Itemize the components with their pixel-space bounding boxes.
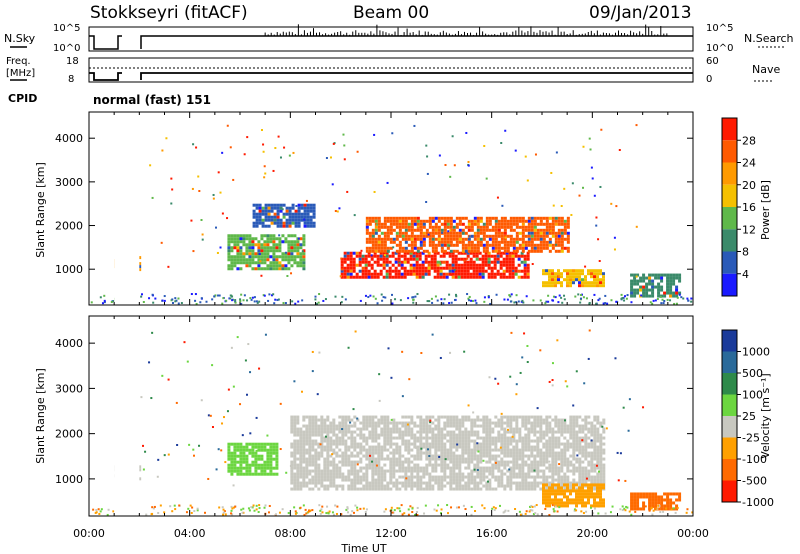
colorbar-segment — [722, 351, 737, 373]
freq-left-tick-top: 18 — [66, 56, 79, 67]
power-echoes — [90, 113, 693, 305]
colorbar-segment — [722, 118, 737, 141]
colorbar-segment — [722, 184, 737, 207]
colorbar-segment — [722, 162, 737, 185]
colorbar-tick-label: 8 — [742, 246, 749, 259]
data-gap — [114, 113, 140, 304]
y-tick-label: 1000 — [55, 263, 83, 276]
colorbar-segment — [722, 480, 737, 502]
power-ylabel: Slant Range [km] — [34, 162, 47, 258]
station-title: Stokkseyri (fitACF) — [90, 3, 248, 23]
scatter-speckle — [90, 124, 693, 305]
y-tick-label: 4000 — [55, 337, 83, 350]
beam-title: Beam 00 — [353, 3, 429, 23]
colorbar-segment — [722, 251, 737, 274]
velocity-colorbar: 1000 500 100 25 -25 -100 -500 -1000 — [721, 329, 774, 509]
cpid-mode: normal (fast) 151 — [93, 93, 211, 107]
scatter-speckle — [92, 329, 694, 516]
noise-left-tick-top: 10^5 — [53, 23, 80, 34]
colorbar-segment — [722, 394, 737, 416]
x-tick-label: 16:00 — [476, 527, 508, 540]
velocity-echoes — [92, 317, 694, 516]
cpid-label: CPID — [8, 92, 37, 105]
power-panel: 1000 2000 3000 4000 Slant Range [km] — [34, 111, 694, 306]
freq-label-2: [MHz] — [6, 68, 35, 79]
colorbar-segment — [722, 207, 737, 230]
n-sky-label: N.Sky — [4, 32, 36, 45]
noise-right-tick-bottom: 10^0 — [706, 43, 733, 54]
freq-label-1: Freq. — [6, 56, 31, 67]
time-axis-label: Time UT — [340, 542, 386, 554]
echo-region — [227, 442, 279, 476]
echo-region — [630, 273, 682, 298]
echo-region — [252, 203, 316, 228]
nave-right-tick-bottom: 0 — [706, 74, 712, 85]
freq-panel: Freq. [MHz] 18 8 60 0 Nave — [6, 56, 780, 85]
x-tick-label: 08:00 — [274, 527, 306, 540]
nave-label: Nave — [752, 63, 780, 76]
echo-region — [365, 216, 570, 253]
velocity-ylabel: Slant Range [km] — [34, 368, 47, 464]
noise-left-tick-bottom: 10^0 — [53, 43, 80, 54]
x-tick-label: 00:00 — [73, 527, 105, 540]
echo-region — [290, 415, 606, 491]
colorbar-segment — [722, 373, 737, 395]
colorbar-tick-label: 12 — [742, 223, 756, 236]
colorbar-tick-label: 25 — [742, 410, 756, 423]
colorbar-segment — [722, 273, 737, 296]
noise-right-tick-top: 10^5 — [706, 23, 733, 34]
velocity-panel: 1000 2000 3000 4000 Slant Range [km] 00:00 0… — [34, 315, 709, 554]
colorbar-tick-label: -500 — [742, 475, 767, 488]
colorbar-tick-label: -100 — [742, 453, 767, 466]
echo-region — [542, 483, 605, 508]
y-tick-label: 4000 — [55, 132, 83, 145]
y-tick-label: 2000 — [55, 220, 83, 233]
freq-left-tick-bottom: 8 — [68, 74, 74, 85]
noise-panel: N.Sky 10^5 10^0 10^5 10^0 N.Search — [4, 23, 794, 54]
colorbar-tick-label: 1000 — [742, 346, 770, 359]
colorbar-tick-label: 24 — [742, 157, 756, 170]
y-tick-label: 3000 — [55, 176, 83, 189]
power-colorbar-label: Power [dB] — [759, 180, 772, 240]
x-tick-label: 00:00 — [677, 527, 709, 540]
colorbar-tick-label: 100 — [742, 389, 763, 402]
y-tick-label: 3000 — [55, 382, 83, 395]
y-tick-label: 1000 — [55, 473, 83, 486]
colorbar-tick-label: 28 — [742, 134, 756, 147]
colorbar-segment — [722, 140, 737, 163]
echo-region — [227, 234, 306, 271]
echo-region — [340, 251, 530, 279]
nave-right-tick-top: 60 — [706, 56, 719, 67]
colorbar-segment — [722, 229, 737, 252]
velocity-colorbar-label: Velocity [m s⁻¹] — [759, 373, 772, 458]
noise-spikes — [264, 24, 668, 36]
colorbar-segment — [722, 459, 737, 481]
n-search-label: N.Search — [744, 32, 794, 45]
colorbar-segment — [722, 416, 737, 438]
colorbar-tick-label: -1000 — [742, 496, 774, 509]
x-tick-label: 04:00 — [174, 527, 206, 540]
colorbar-tick-label: 4 — [742, 268, 749, 281]
date-title: 09/Jan/2013 — [589, 3, 692, 23]
y-tick-label: 2000 — [55, 428, 83, 441]
colorbar-tick-label: -25 — [742, 432, 760, 445]
x-tick-label: 20:00 — [576, 527, 608, 540]
colorbar-segment — [722, 330, 737, 352]
x-tick-label: 12:00 — [375, 527, 407, 540]
colorbar-segment — [722, 437, 737, 459]
colorbar-tick-label: 500 — [742, 367, 763, 380]
echo-region — [542, 269, 605, 288]
colorbar-tick-label: 20 — [742, 179, 756, 192]
colorbar-tick-label: 16 — [742, 201, 756, 214]
power-colorbar: 4 8 12 16 20 24 28 — [721, 117, 756, 297]
data-gap — [114, 317, 140, 515]
